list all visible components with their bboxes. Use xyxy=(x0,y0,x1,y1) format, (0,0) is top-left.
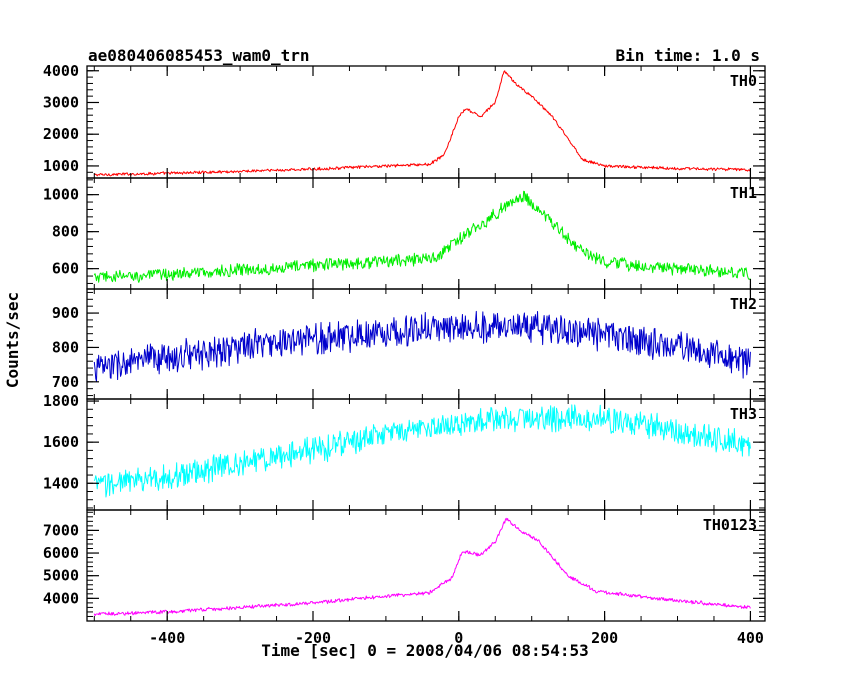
x-tick-label: 0 xyxy=(454,629,463,647)
y-tick-label: 1400 xyxy=(43,474,79,492)
y-tick-label: 7000 xyxy=(43,521,79,539)
panel-label-th3: TH3 xyxy=(730,405,757,423)
panel-frame xyxy=(86,509,766,622)
y-tick-label: 1000 xyxy=(43,157,79,175)
chart-subtitle: Bin time: 1.0 s xyxy=(616,46,761,65)
series-line-th3 xyxy=(93,404,751,498)
panel-label-th0: TH0 xyxy=(730,72,757,90)
x-tick-label: 400 xyxy=(737,629,764,647)
x-axis-label: Time [sec] 0 = 2008/04/06 08:54:53 xyxy=(261,641,589,660)
y-tick-label: 800 xyxy=(52,223,79,241)
panel-th0123: 4000 5000 6000 7000 TH0123 xyxy=(43,509,766,622)
y-tick-label: 5000 xyxy=(43,567,79,585)
panel-label-th0123: TH0123 xyxy=(703,516,757,534)
series-line-th1 xyxy=(93,190,751,283)
panel-th3: 1400 1600 1800 TH3 xyxy=(43,392,766,511)
y-tick-label: 3000 xyxy=(43,93,79,111)
panel-frame xyxy=(86,398,766,511)
chart-title: ae080406085453_wam0_trn xyxy=(88,46,310,65)
panel-label-th2: TH2 xyxy=(730,295,757,313)
y-tick-label: 1800 xyxy=(43,392,79,410)
series-line-th0 xyxy=(94,70,751,177)
y-tick-label: 4000 xyxy=(43,62,79,80)
y-tick-label: 1000 xyxy=(43,186,79,204)
y-tick-label: 600 xyxy=(52,260,79,278)
panel-label-th1: TH1 xyxy=(730,184,757,202)
panel-frame xyxy=(86,65,766,179)
y-axis-label: Counts/sec xyxy=(3,292,22,388)
y-tick-label: 1600 xyxy=(43,433,79,451)
y-tick-label: 2000 xyxy=(43,125,79,143)
panel-th0: 1000 2000 3000 4000 TH0 xyxy=(43,62,766,179)
y-tick-label: 900 xyxy=(52,304,79,322)
x-tick-label: 200 xyxy=(591,629,618,647)
panel-frame xyxy=(86,177,766,290)
panel-th2: 700 800 900 TH2 xyxy=(52,288,766,400)
series-line-th2 xyxy=(93,310,751,382)
x-tick-label: -200 xyxy=(295,629,331,647)
series-line-th0123 xyxy=(93,517,751,617)
panel-th1: 600 800 1000 TH1 xyxy=(43,177,766,290)
y-tick-label: 6000 xyxy=(43,544,79,562)
y-tick-label: 4000 xyxy=(43,589,79,607)
x-tick-label: -400 xyxy=(149,629,185,647)
y-tick-label: 700 xyxy=(52,373,79,391)
y-tick-label: 800 xyxy=(52,338,79,356)
